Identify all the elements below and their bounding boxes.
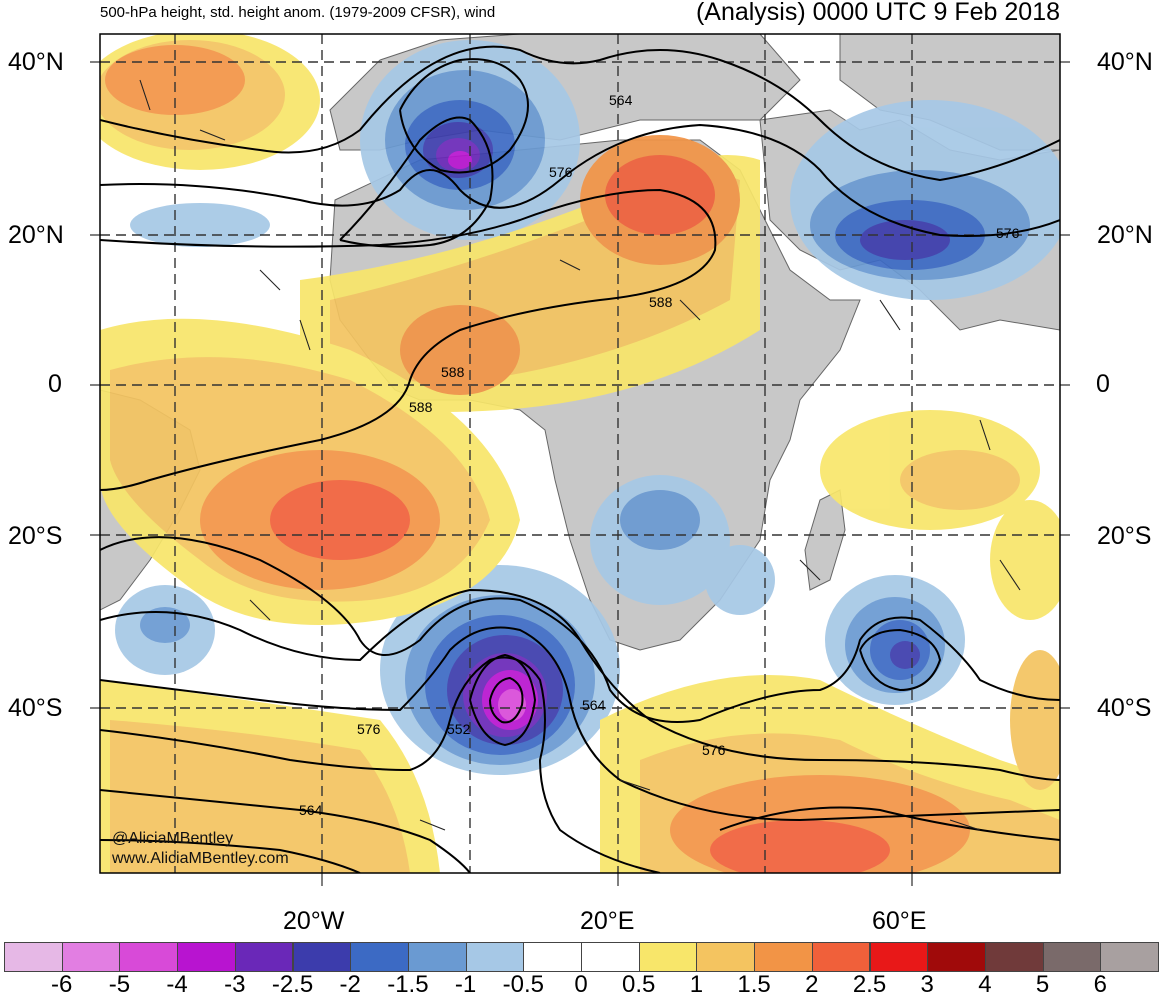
colorbar-swatch xyxy=(523,942,582,972)
height-labels: 564 576 588 588 588 576 564 552 576 564 … xyxy=(299,92,1020,818)
colorbar-swatch xyxy=(869,942,929,972)
lon-label-20w: 20°W xyxy=(283,907,345,935)
height-label-552-south: 552 xyxy=(447,721,471,737)
lat-label-right-eq: 0 xyxy=(1096,370,1110,398)
height-contours xyxy=(100,45,1060,873)
wind-barbs xyxy=(139,79,1021,831)
map-subtitle: 500-hPa height, std. height anom. (1979-… xyxy=(100,4,496,21)
map-title: (Analysis) 0000 UTC 9 Feb 2018 xyxy=(695,0,1060,26)
height-label-564-southwest: 564 xyxy=(299,802,323,818)
lon-label-60e: 60°E xyxy=(872,907,927,935)
colorbar-swatch xyxy=(1100,942,1159,972)
colorbar-swatch xyxy=(696,942,756,972)
colorbar-swatch xyxy=(4,942,63,972)
colorbar-label: -3 xyxy=(224,971,246,998)
colorbar-label: 6 xyxy=(1093,971,1107,998)
colorbar-label: 2.5 xyxy=(852,971,887,998)
colorbar-label: -0.5 xyxy=(502,971,544,998)
colorbar-swatch xyxy=(407,942,467,972)
colorbar-swatch xyxy=(581,942,640,972)
colorbar-label: -4 xyxy=(166,971,188,998)
credit-twitter: @AliciaMBentley xyxy=(112,830,234,847)
credit-website: www.AliciaMBentley.com xyxy=(112,850,289,867)
lat-label-left-eq: 0 xyxy=(48,370,62,398)
height-label-576-north: 576 xyxy=(549,164,573,180)
colorbar-swatch xyxy=(754,942,813,972)
colorbar-label: 2 xyxy=(805,971,819,998)
colorbar-label: 0 xyxy=(574,971,588,998)
colorbar-swatch xyxy=(1042,942,1102,972)
map-border xyxy=(99,33,1061,874)
lat-label-left-20n: 20°N xyxy=(8,221,64,249)
tick-marks xyxy=(90,61,1070,886)
colorbar-label: 1.5 xyxy=(737,971,771,998)
colorbar-label: 1 xyxy=(689,971,704,998)
colorbar-label: -6 xyxy=(51,971,73,998)
colorbar-label: 4 xyxy=(978,971,992,998)
colorbar-label: 5 xyxy=(1035,971,1050,998)
height-label-588-coast: 588 xyxy=(409,399,433,415)
lat-label-right-40s: 40°S xyxy=(1097,694,1152,722)
colorbar-swatch xyxy=(177,942,236,972)
lat-label-left-40n: 40°N xyxy=(8,48,64,76)
graticule xyxy=(100,34,1060,873)
height-label-576-southeast: 576 xyxy=(702,742,726,758)
colorbar-swatch xyxy=(927,942,986,972)
colorbar-swatch xyxy=(119,942,179,972)
height-label-564-south: 564 xyxy=(582,697,606,713)
lat-label-right-20n: 20°N xyxy=(1097,221,1153,249)
height-label-564-north: 564 xyxy=(609,92,633,108)
lat-label-right-20s: 20°S xyxy=(1097,522,1152,550)
lat-label-right-40n: 40°N xyxy=(1097,48,1153,76)
height-label-588-east: 588 xyxy=(649,294,673,310)
colorbar-label: -2 xyxy=(339,971,361,998)
colorbar-swatch xyxy=(61,942,121,972)
colorbar-swatch xyxy=(811,942,871,972)
colorbar-swatch xyxy=(984,942,1044,972)
colorbar-label: -1 xyxy=(454,971,477,998)
height-label-588-west: 588 xyxy=(441,364,465,380)
colorbar-label: 3 xyxy=(920,971,934,998)
colorbar-label: -2.5 xyxy=(271,971,314,998)
colorbar-label: -5 xyxy=(108,971,131,998)
lon-label-20e: 20°E xyxy=(580,907,635,935)
colorbar-swatch xyxy=(292,942,352,972)
colorbar-swatch xyxy=(465,942,525,972)
colorbar-swatch xyxy=(638,942,698,972)
colorbar-swatch xyxy=(234,942,294,972)
lat-label-left-20s: 20°S xyxy=(8,522,63,550)
colorbar-swatch xyxy=(350,942,409,972)
colorbar-label: 0.5 xyxy=(622,971,656,998)
height-label-576-arabia: 576 xyxy=(996,225,1020,241)
height-label-576-southwest: 576 xyxy=(357,721,381,737)
lat-label-left-40s: 40°S xyxy=(8,694,63,722)
colorbar-label: -1.5 xyxy=(387,971,429,998)
anomaly-shading xyxy=(100,34,1060,873)
